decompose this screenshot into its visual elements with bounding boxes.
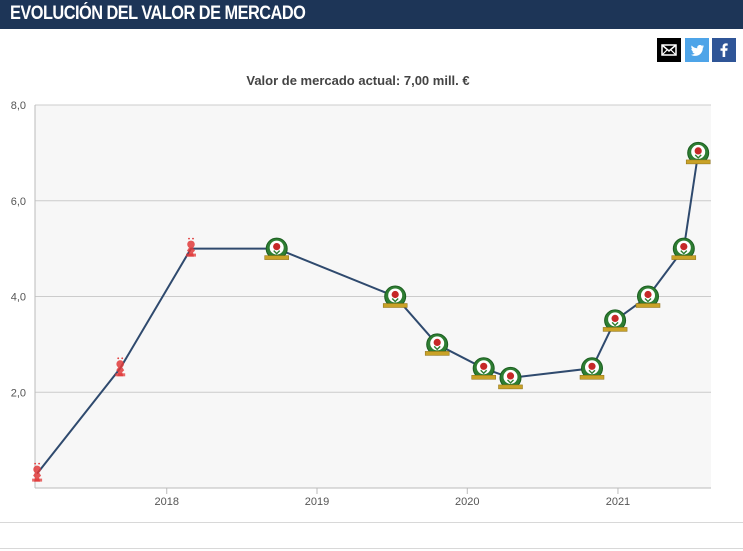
club-new-crest-marker <box>382 285 408 308</box>
club-new-crest-marker <box>424 333 450 356</box>
club-new-crest-marker <box>498 366 523 390</box>
market-value-chart: 2,0 4,0 6,0 8,0 2018 2019 2020 2021 <box>11 100 711 508</box>
facebook-icon <box>720 43 728 57</box>
x-tick-label: 2020 <box>455 496 479 508</box>
x-tick-label: 2018 <box>154 496 178 508</box>
section-header: EVOLUCIÓN DEL VALOR DE MERCADO <box>0 0 743 29</box>
share-facebook-button[interactable] <box>712 38 736 62</box>
section-title: EVOLUCIÓN DEL VALOR DE MERCADO <box>10 3 306 24</box>
y-tick-label: 8,0 <box>11 100 26 112</box>
club-new-crest-marker <box>602 309 628 332</box>
club-old-crest-marker <box>186 237 196 257</box>
y-tick-label: 6,0 <box>11 196 26 208</box>
club-new-crest-marker <box>264 237 289 260</box>
club-old-crest-marker <box>115 357 126 377</box>
footer-divider-bottom <box>0 548 743 549</box>
club-old-crest-marker <box>32 462 43 482</box>
club-new-crest-marker <box>685 141 711 165</box>
twitter-icon <box>691 45 704 56</box>
y-tick-label: 4,0 <box>11 292 26 304</box>
y-tick-label: 2,0 <box>11 387 26 399</box>
x-tick-label: 2019 <box>305 496 329 508</box>
club-new-crest-marker <box>635 285 661 308</box>
x-tick-label: 2021 <box>606 496 630 508</box>
share-email-button[interactable] <box>657 38 681 62</box>
email-icon <box>661 44 677 56</box>
share-twitter-button[interactable] <box>685 38 709 62</box>
chart-title: Valor de mercado actual: 7,00 mill. € <box>246 73 470 88</box>
club-new-crest-marker <box>671 237 697 260</box>
footer-divider <box>0 522 743 523</box>
club-new-crest-marker <box>471 357 496 380</box>
club-new-crest-marker <box>579 357 605 380</box>
